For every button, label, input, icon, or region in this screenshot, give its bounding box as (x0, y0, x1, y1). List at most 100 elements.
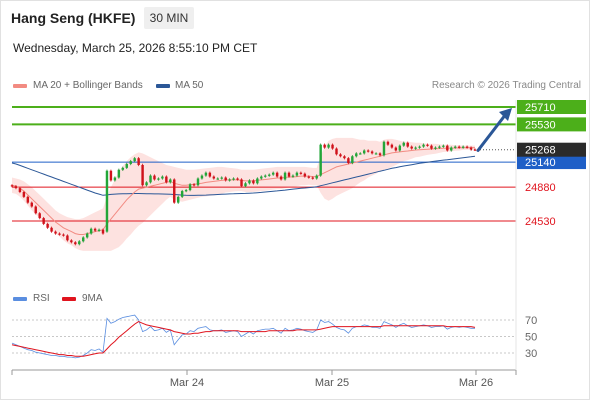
candle-body (279, 176, 283, 180)
candle-body (323, 144, 326, 148)
candle-body (307, 176, 311, 178)
candle-body (275, 172, 279, 177)
candle-body (224, 177, 227, 181)
candle-body (394, 147, 398, 151)
candle-body (347, 158, 350, 164)
candle-body (26, 196, 30, 203)
candle-body (117, 169, 121, 178)
candle-body (42, 218, 45, 224)
ma20-legend-swatch (13, 84, 27, 88)
candle-body (287, 172, 291, 177)
candle-body (192, 184, 196, 186)
candle-body (240, 179, 243, 187)
candle-body (82, 237, 85, 242)
candle-body (228, 179, 231, 181)
candle-body (382, 141, 386, 156)
candle-body (343, 156, 346, 159)
candle-body (22, 192, 26, 197)
rsi-legend-swatch (13, 297, 27, 301)
candle-body (271, 172, 275, 175)
candle-body (74, 242, 77, 245)
ma50-legend-label: MA 50 (175, 80, 204, 91)
candle-body (374, 153, 378, 155)
candle-body (438, 146, 441, 148)
candle-body (299, 172, 303, 174)
candle-body (335, 148, 338, 155)
research-credit: Research © 2026 Trading Central (431, 80, 581, 91)
candle-body (315, 175, 318, 179)
candle-body (62, 234, 65, 236)
candle-body (268, 174, 271, 176)
rsi-legend-label: RSI (33, 293, 50, 304)
candle-body (141, 164, 144, 186)
candle-body (453, 146, 457, 148)
timeframe-button[interactable]: 30 MIN (144, 7, 194, 29)
candle-body (165, 176, 168, 183)
candle-body (34, 206, 37, 214)
candle-body (208, 172, 212, 177)
candle-body (113, 177, 117, 181)
candle-body (10, 185, 14, 187)
candle-body (18, 188, 22, 193)
level-tag-25710 (517, 100, 586, 114)
candle-body (378, 153, 382, 156)
candle-body (89, 228, 93, 234)
candle-body (260, 176, 263, 179)
level-label-24880: 24880 (525, 182, 556, 194)
candle-body (252, 180, 255, 184)
candle-body (414, 147, 417, 149)
candle-body (248, 180, 251, 184)
candle-body (121, 167, 125, 170)
candle-body (188, 184, 192, 191)
candle-body (173, 179, 176, 203)
candle-body (46, 223, 49, 228)
candle-body (50, 227, 53, 232)
candle-body (125, 164, 128, 168)
candle-body (180, 191, 184, 197)
candle-body (145, 182, 148, 186)
candle-body (204, 172, 208, 176)
candle-body (169, 179, 172, 183)
x-tick-label: Mar 24 (170, 377, 204, 389)
target-arrow-shaft (476, 112, 508, 152)
candle-body (390, 144, 394, 148)
candle-body (327, 144, 330, 148)
x-tick-label: Mar 25 (315, 377, 349, 389)
candle-body (450, 147, 453, 151)
rsi-tick-50: 50 (525, 332, 537, 344)
level-tag-25530 (517, 117, 586, 132)
candle-body (66, 235, 69, 241)
timestamp: Wednesday, March 25, 2026 8:55:10 PM CET (13, 41, 258, 55)
9ma-legend-swatch (62, 297, 76, 301)
ma50-line (11, 155, 476, 196)
candle-body (176, 196, 180, 203)
candle-body (264, 175, 267, 177)
rsi-9ma-line (11, 321, 476, 357)
candle-body (97, 229, 101, 231)
candle-body (457, 146, 461, 148)
candle-body (442, 145, 445, 147)
candle-body (153, 175, 156, 180)
candle-body (157, 178, 160, 180)
ma50-legend-swatch (156, 84, 170, 88)
candle-body (406, 142, 409, 147)
ma20-legend-label: MA 20 + Bollinger Bands (33, 80, 143, 91)
candle-body (78, 241, 81, 245)
candle-body (14, 186, 18, 189)
candle-body (430, 145, 433, 149)
candle-body (149, 175, 152, 183)
level-label-25140: 25140 (525, 157, 556, 169)
candle-body (216, 178, 219, 180)
candle-body (220, 177, 223, 179)
candle-body (311, 177, 314, 179)
level-tag-25140 (517, 155, 586, 170)
candle-body (93, 228, 97, 231)
candle-body (418, 146, 421, 148)
ma20-line (11, 147, 475, 235)
candle-body (161, 176, 164, 179)
candle-body (434, 147, 437, 149)
candle-body (339, 154, 342, 157)
candle-body (386, 141, 390, 145)
candle-body (351, 156, 354, 164)
candle-body (105, 170, 109, 232)
